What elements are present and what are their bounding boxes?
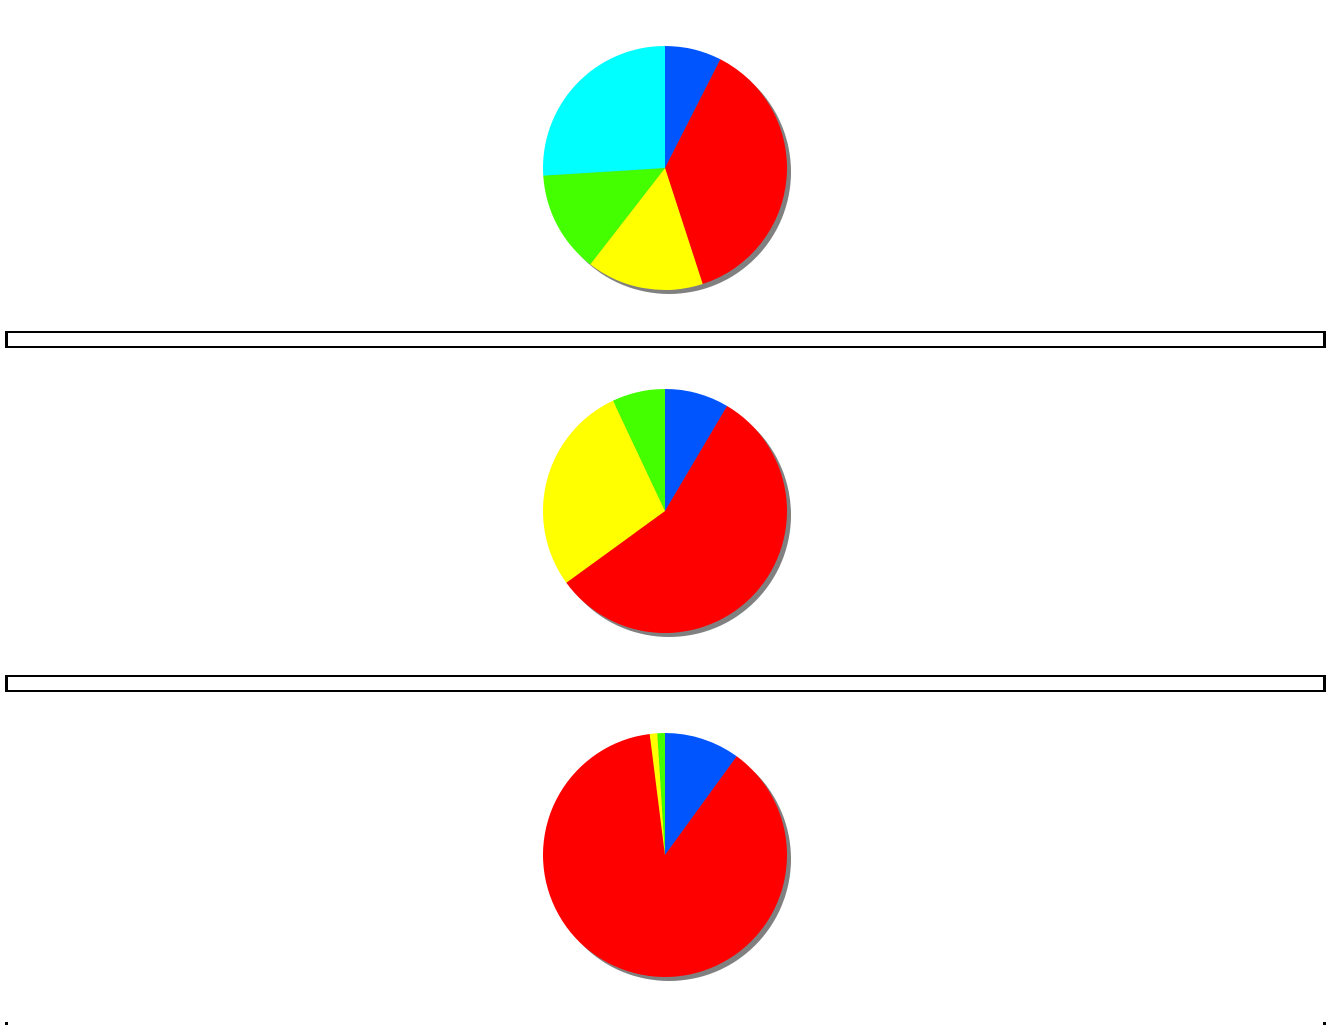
panel-divider-2 [5,677,1326,692]
pie-slice-2 [566,405,788,634]
pie-slice-2 [542,733,787,977]
chart-panel-1 [5,5,1326,333]
pie-slice-3 [542,400,665,583]
pie-chart-1 [542,46,791,294]
chart-panel-2 [5,348,1326,677]
chart-panel-3 [5,692,1326,1022]
pie-slice-4 [543,168,665,265]
pie-chart-3 [542,733,791,981]
pie-slice-4 [613,389,665,511]
pie-slice-3 [590,168,703,291]
pie-slice-1 [665,389,728,511]
pie-chart-2 [542,389,791,637]
pie-slice-2 [665,59,787,285]
pie-slice-5 [542,46,665,176]
pie-slice-3 [649,733,665,855]
panel-divider-1 [5,333,1326,348]
pie-slice-4 [657,733,665,855]
pie-slice-1 [665,46,721,168]
pie-slice-1 [665,733,737,855]
